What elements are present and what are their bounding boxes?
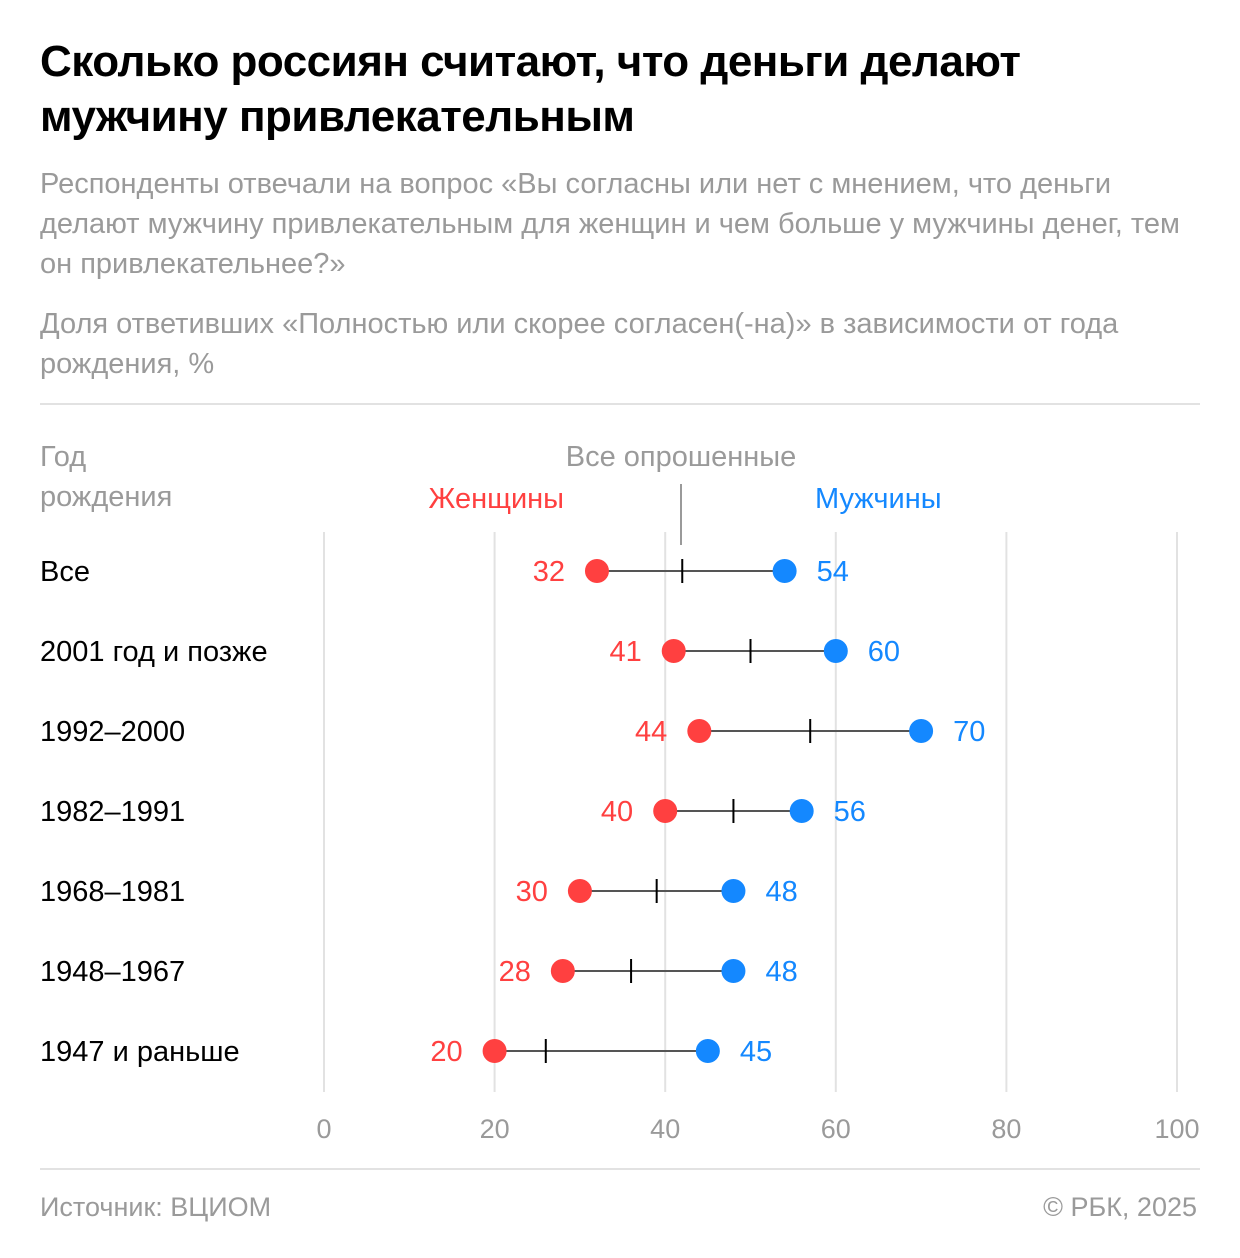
women-dot <box>653 799 678 823</box>
x-tick-label: 20 <box>480 1114 510 1144</box>
men-value-label: 60 <box>868 636 900 668</box>
women-dot <box>567 879 592 903</box>
men-value-label: 54 <box>817 556 849 588</box>
source: Источник: ВЦИОМ <box>40 1192 272 1222</box>
women-value-label: 40 <box>601 796 633 828</box>
top-divider <box>40 403 1200 405</box>
category-label: 1982–1991 <box>40 796 185 828</box>
copyright: © РБК, 2025 <box>1043 1192 1197 1222</box>
subtitle: Респонденты отвечали на вопрос «Вы согла… <box>40 168 1180 280</box>
x-tick-label: 80 <box>991 1114 1021 1144</box>
x-tick-label: 40 <box>650 1114 680 1144</box>
women-value-label: 44 <box>635 716 667 748</box>
category-label: 1968–1981 <box>40 876 185 908</box>
men-value-label: 45 <box>740 1036 772 1068</box>
women-dot <box>550 959 575 983</box>
men-value-label: 48 <box>765 876 797 908</box>
women-dot <box>661 639 686 663</box>
women-dot <box>584 559 609 583</box>
page-title: Сколько россиян считают, что деньги дела… <box>40 37 1021 141</box>
bottom-divider <box>40 1168 1200 1170</box>
women-value-label: 32 <box>533 556 565 588</box>
legend-all: Все опрошенные <box>566 441 797 473</box>
category-label: 1992–2000 <box>40 716 185 748</box>
x-tick-label: 60 <box>821 1114 851 1144</box>
legend-men: Мужчины <box>815 483 942 515</box>
men-value-label: 56 <box>834 796 866 828</box>
legend-women: Женщины <box>429 483 564 515</box>
women-value-label: 20 <box>430 1036 462 1068</box>
men-dot <box>695 1039 720 1063</box>
men-dot <box>721 879 746 903</box>
men-dot <box>772 559 797 583</box>
row-header: Год <box>40 441 86 473</box>
men-value-label: 48 <box>765 956 797 988</box>
women-value-label: 30 <box>516 876 548 908</box>
description: Доля ответивших «Полностью или скорее со… <box>40 308 1119 380</box>
women-dot <box>482 1039 507 1063</box>
men-dot <box>721 959 746 983</box>
men-dot <box>909 719 934 743</box>
men-value-label: 70 <box>953 716 985 748</box>
women-value-label: 28 <box>499 956 531 988</box>
category-label: Все <box>40 556 90 588</box>
men-dot <box>823 639 848 663</box>
x-tick-label: 100 <box>1154 1114 1199 1144</box>
men-dot <box>789 799 814 823</box>
women-dot <box>687 719 712 743</box>
women-value-label: 41 <box>609 636 641 668</box>
x-tick-label: 0 <box>316 1114 331 1144</box>
category-label: 1948–1967 <box>40 956 185 988</box>
row-header: рождения <box>40 481 172 513</box>
category-label: 2001 год и позже <box>40 636 268 668</box>
category-label: 1947 и раньше <box>40 1036 240 1068</box>
